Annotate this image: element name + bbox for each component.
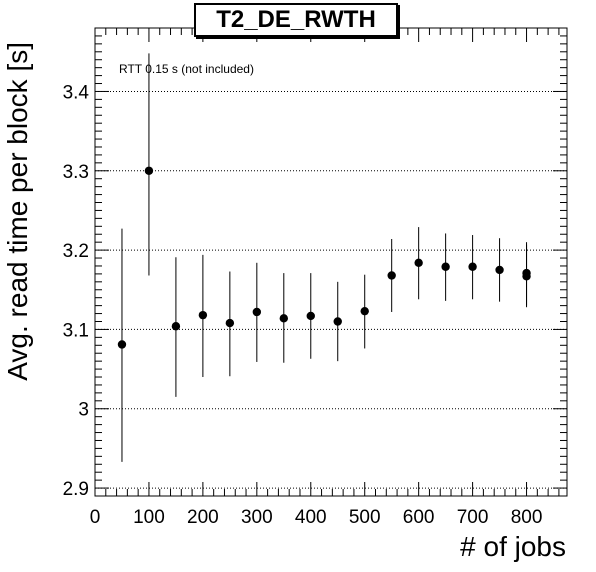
plot-frame	[94, 27, 568, 497]
x-axis-label: # of jobs	[460, 531, 566, 562]
data-point	[279, 314, 288, 323]
y-tick-label: 2.9	[63, 479, 89, 500]
rtt-annotation: RTT 0.15 s (not included)	[119, 62, 254, 76]
data-point	[468, 262, 477, 271]
data-point	[495, 265, 504, 275]
y-tick-label: 3	[78, 400, 89, 421]
y-tick-label: 3.1	[63, 320, 89, 341]
data-point	[225, 318, 235, 328]
x-tick-label: 500	[349, 507, 381, 528]
x-tick-label: 700	[457, 507, 489, 528]
x-tick-label: 800	[511, 507, 543, 528]
x-tick-label: 600	[403, 507, 435, 528]
data-point	[522, 272, 531, 281]
axis-ticks	[94, 27, 567, 497]
data-point	[441, 262, 450, 271]
data-point	[306, 311, 315, 321]
data-point	[144, 166, 154, 175]
tick-labels: 2.9 3 3.1 3.2 3.3 3.4 0 100 200 300 400 500 600 700 80…	[63, 82, 543, 528]
y-axis-label: Avg. read time per block [s]	[2, 42, 33, 381]
y-tick-label: 3.2	[63, 241, 89, 262]
x-tick-label: 200	[187, 507, 219, 528]
data-point	[360, 306, 369, 316]
y-tick-label: 3.3	[63, 162, 89, 183]
data-point	[117, 340, 127, 349]
data-point	[198, 310, 208, 320]
data-point	[252, 307, 262, 317]
x-tick-label: 0	[90, 507, 101, 528]
data-point	[387, 271, 396, 280]
gridlines	[95, 90, 567, 489]
data-points	[117, 53, 531, 462]
x-tick-label: 100	[133, 507, 165, 528]
data-point	[171, 322, 181, 331]
data-point	[414, 258, 423, 267]
x-tick-label: 300	[241, 507, 273, 528]
chart-title: T2_DE_RWTH	[194, 3, 398, 37]
x-tick-label: 400	[295, 507, 327, 528]
data-point	[333, 317, 342, 326]
y-tick-label: 3.4	[63, 82, 90, 103]
